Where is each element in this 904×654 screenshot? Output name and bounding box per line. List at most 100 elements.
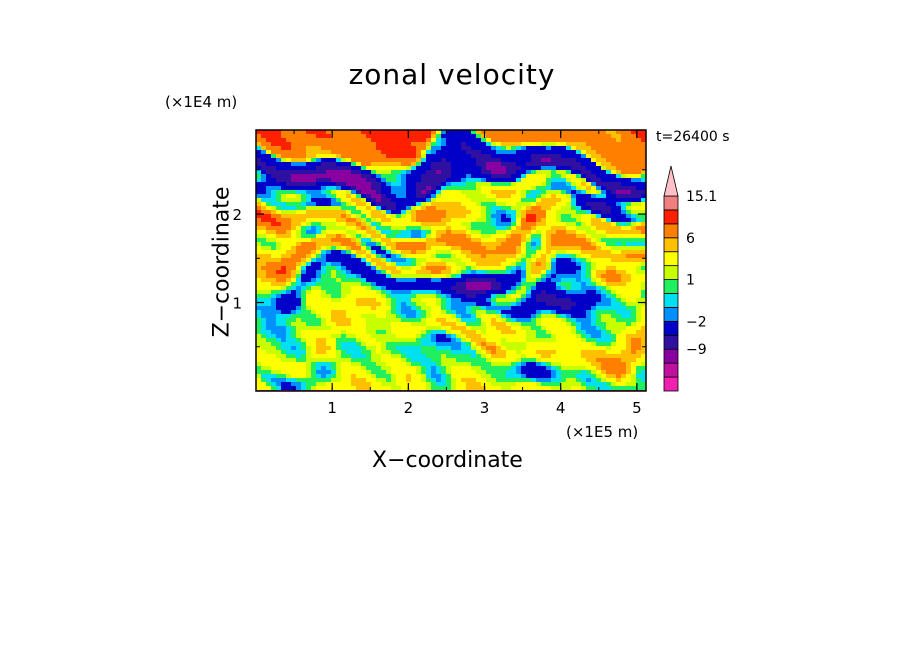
- field-cell: [551, 322, 557, 327]
- field-cell: [516, 330, 522, 335]
- field-cell: [346, 362, 352, 367]
- field-cell: [506, 226, 512, 231]
- field-cell: [366, 138, 372, 143]
- field-cell: [636, 218, 642, 223]
- field-cell: [371, 302, 377, 307]
- field-cell: [521, 138, 527, 143]
- field-cell: [406, 146, 412, 151]
- field-cell: [531, 146, 537, 151]
- field-cell: [386, 202, 392, 207]
- field-cell: [361, 218, 367, 223]
- field-cell: [411, 258, 417, 263]
- field-cell: [566, 186, 572, 191]
- field-cell: [551, 334, 557, 339]
- field-cell: [591, 210, 597, 215]
- field-cell: [346, 310, 352, 315]
- field-cell: [601, 182, 607, 187]
- field-cell: [521, 218, 527, 223]
- field-cell: [616, 206, 622, 211]
- field-cell: [376, 338, 382, 343]
- field-cell: [261, 302, 267, 307]
- field-cell: [296, 174, 302, 179]
- field-cell: [441, 194, 447, 199]
- field-cell: [326, 178, 332, 183]
- field-cell: [341, 298, 347, 303]
- field-cell: [591, 330, 597, 335]
- field-cell: [566, 266, 572, 271]
- field-cell: [436, 366, 442, 371]
- field-cell: [526, 186, 532, 191]
- field-cell: [486, 234, 492, 239]
- field-cell: [581, 294, 587, 299]
- field-cell: [546, 302, 552, 307]
- field-cell: [576, 226, 582, 231]
- field-cell: [371, 350, 377, 355]
- field-cell: [391, 330, 397, 335]
- field-cell: [641, 214, 647, 219]
- field-cell: [426, 230, 432, 235]
- field-cell: [301, 258, 307, 263]
- field-cell: [641, 230, 647, 235]
- field-cell: [576, 194, 582, 199]
- field-cell: [586, 234, 592, 239]
- field-cell: [296, 382, 302, 387]
- field-cell: [456, 378, 462, 383]
- field-cell: [596, 294, 602, 299]
- field-cell: [306, 174, 312, 179]
- field-cell: [511, 378, 517, 383]
- field-cell: [551, 190, 557, 195]
- field-cell: [496, 278, 502, 283]
- field-cell: [281, 150, 287, 155]
- field-cell: [531, 382, 537, 387]
- field-cell: [621, 278, 627, 283]
- field-cell: [641, 330, 647, 335]
- field-cell: [446, 190, 452, 195]
- field-cell: [371, 174, 377, 179]
- field-cell: [411, 226, 417, 231]
- field-cell: [496, 206, 502, 211]
- field-cell: [531, 130, 537, 135]
- field-cell: [391, 230, 397, 235]
- field-cell: [281, 330, 287, 335]
- field-cell: [406, 258, 412, 263]
- field-cell: [556, 174, 562, 179]
- field-cell: [386, 342, 392, 347]
- field-cell: [521, 142, 527, 147]
- field-cell: [276, 274, 282, 279]
- field-cell: [511, 154, 517, 159]
- field-cell: [621, 366, 627, 371]
- field-cell: [326, 298, 332, 303]
- field-cell: [596, 286, 602, 291]
- field-cell: [356, 162, 362, 167]
- field-cell: [501, 186, 507, 191]
- field-cell: [256, 154, 262, 159]
- field-cell: [346, 294, 352, 299]
- field-cell: [386, 306, 392, 311]
- field-cell: [376, 246, 382, 251]
- field-cell: [291, 210, 297, 215]
- field-cell: [521, 234, 527, 239]
- field-cell: [371, 322, 377, 327]
- field-cell: [526, 130, 532, 135]
- field-cell: [616, 134, 622, 139]
- field-cell: [626, 342, 632, 347]
- field-cell: [486, 290, 492, 295]
- field-cell: [476, 358, 482, 363]
- field-cell: [391, 198, 397, 203]
- field-cell: [441, 242, 447, 247]
- field-cell: [471, 358, 477, 363]
- field-cell: [611, 354, 617, 359]
- field-cell: [446, 258, 452, 263]
- field-cell: [281, 382, 287, 387]
- field-cell: [541, 362, 547, 367]
- field-cell: [496, 150, 502, 155]
- field-cell: [496, 198, 502, 203]
- field-cell: [256, 142, 262, 147]
- field-cell: [506, 374, 512, 379]
- field-cell: [406, 214, 412, 219]
- field-cell: [391, 366, 397, 371]
- field-cell: [416, 162, 422, 167]
- field-cell: [341, 210, 347, 215]
- field-cell: [571, 206, 577, 211]
- field-cell: [406, 290, 412, 295]
